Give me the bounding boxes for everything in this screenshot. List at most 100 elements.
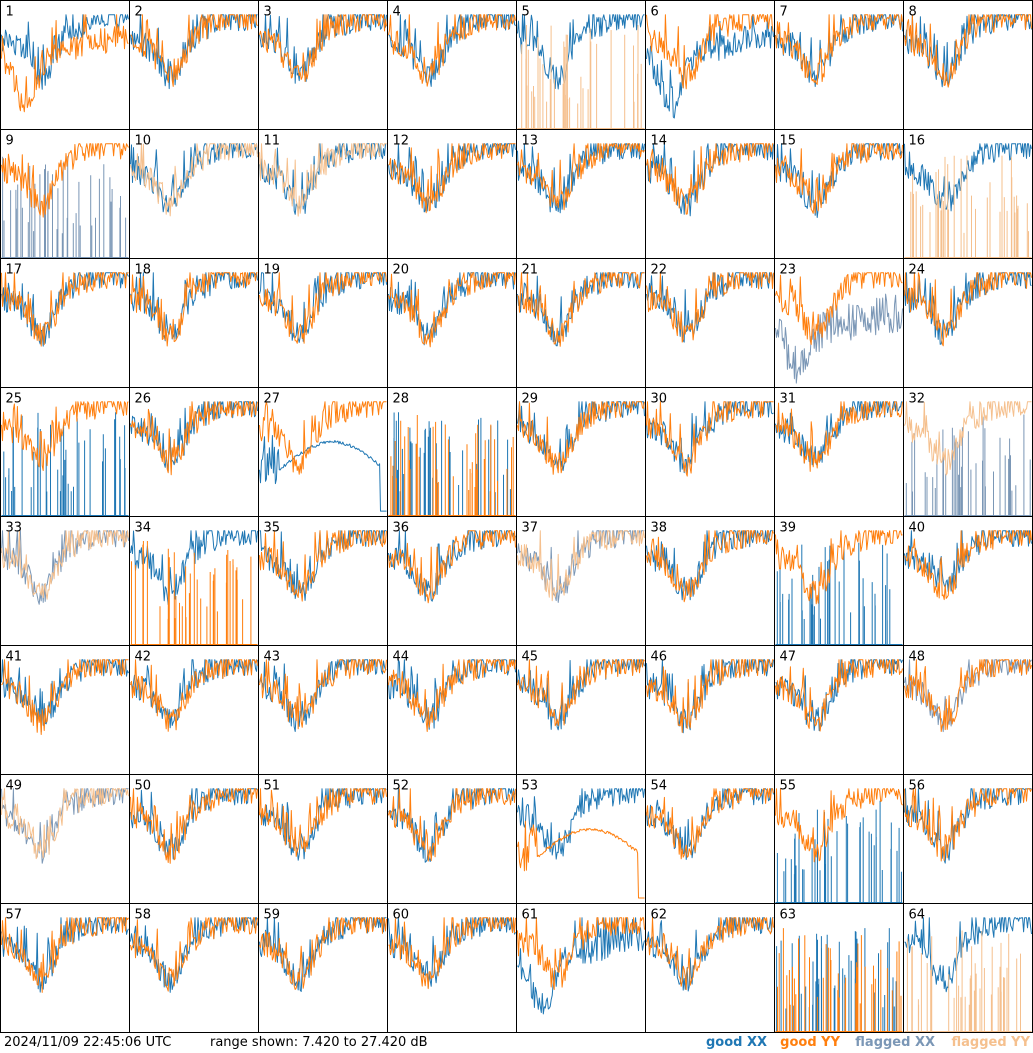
panel-label-12: 12 [393, 134, 410, 149]
trace-yy-44 [388, 659, 516, 732]
trace-yy-31 [775, 401, 903, 472]
panel-label-2: 2 [135, 5, 143, 20]
trace-yy-35 [259, 530, 387, 602]
panel-label-24: 24 [909, 263, 926, 278]
trace-yy-53 [517, 820, 645, 899]
panel-label-63: 63 [780, 908, 797, 923]
trace-yy-37 [517, 530, 645, 602]
panel-label-11: 11 [264, 134, 281, 149]
trace-xx-55 [775, 800, 903, 903]
trace-yy-18 [130, 272, 258, 347]
panel-label-37: 37 [522, 521, 539, 536]
trace-yy-1 [1, 14, 129, 113]
panel-frame-56 [903, 774, 1033, 904]
trace-yy-4 [388, 14, 516, 87]
trace-xx-25 [1, 412, 129, 516]
trace-yy-10 [130, 143, 258, 217]
trace-yy-25 [1, 401, 129, 471]
panel-label-31: 31 [780, 392, 797, 407]
trace-xx-27 [259, 435, 387, 512]
trace-xx-49 [1, 788, 129, 864]
panel-frame-18 [129, 258, 259, 388]
trace-xx-33 [1, 530, 129, 605]
trace-yy-22 [646, 272, 774, 343]
panel-label-10: 10 [135, 134, 152, 149]
trace-xx-39 [775, 542, 903, 645]
trace-xx-42 [130, 659, 258, 729]
panel-label-62: 62 [651, 908, 668, 923]
trace-yy-16 [904, 155, 1032, 258]
panel-label-38: 38 [651, 521, 668, 536]
trace-yy-41 [1, 659, 129, 735]
panel-frame-7 [774, 0, 904, 130]
trace-yy-61 [517, 917, 645, 990]
trace-xx-43 [259, 659, 387, 732]
panel-label-44: 44 [393, 650, 410, 665]
legend-good-xx: good XX [705, 1035, 767, 1050]
trace-yy-64 [904, 930, 1032, 1032]
trace-yy-5 [517, 25, 645, 129]
panel-frame-45 [516, 645, 646, 775]
trace-xx-59 [259, 917, 387, 992]
trace-yy-23 [775, 272, 903, 345]
panel-label-27: 27 [264, 392, 281, 407]
timestamp: 2024/11/09 22:45:06 UTC [4, 1035, 172, 1050]
trace-yy-17 [1, 272, 129, 347]
legend-flagged-xx: flagged XX [855, 1035, 935, 1050]
panel-label-51: 51 [264, 779, 281, 794]
panel-label-14: 14 [651, 134, 668, 149]
panel-label-1: 1 [6, 5, 14, 20]
trace-yy-60 [388, 917, 516, 990]
panel-label-52: 52 [393, 779, 410, 794]
panel-frame-52 [387, 774, 517, 904]
trace-yy-12 [388, 143, 516, 214]
trace-yy-6 [646, 14, 774, 90]
trace-yy-48 [904, 659, 1032, 732]
trace-yy-26 [130, 401, 258, 476]
panel-frame-40 [903, 516, 1033, 646]
panel-label-9: 9 [6, 134, 14, 149]
trace-yy-8 [904, 14, 1032, 88]
trace-yy-29 [517, 401, 645, 475]
trace-xx-5 [517, 14, 645, 90]
panel-label-41: 41 [6, 650, 23, 665]
trace-yy-39 [775, 530, 903, 605]
panel-label-54: 54 [651, 779, 668, 794]
trace-yy-38 [646, 530, 774, 603]
trace-yy-59 [259, 917, 387, 990]
trace-xx-31 [775, 401, 903, 466]
panel-label-30: 30 [651, 392, 668, 407]
panel-label-61: 61 [522, 908, 539, 923]
trace-yy-32 [904, 401, 1032, 476]
trace-yy-47 [775, 659, 903, 732]
trace-yy-52 [388, 788, 516, 862]
panel-label-21: 21 [522, 263, 539, 278]
panel-label-56: 56 [909, 779, 926, 794]
panel-label-50: 50 [135, 779, 152, 794]
panel-label-45: 45 [522, 650, 539, 665]
panel-label-42: 42 [135, 650, 152, 665]
panel-frame-38 [645, 516, 775, 646]
trace-yy-13 [517, 143, 645, 211]
panel-label-39: 39 [780, 521, 797, 536]
trace-yy-49 [1, 788, 129, 860]
legend-good-yy: good YY [780, 1035, 840, 1050]
panel-label-46: 46 [651, 650, 668, 665]
trace-xx-61 [517, 917, 645, 1015]
trace-yy-54 [646, 788, 774, 860]
panel-label-26: 26 [135, 392, 152, 407]
trace-xx-53 [517, 788, 645, 860]
trace-yy-58 [130, 917, 258, 992]
panel-label-16: 16 [909, 134, 926, 149]
trace-yy-57 [1, 917, 129, 993]
trace-yy-55 [775, 788, 903, 863]
panel-label-29: 29 [522, 392, 539, 407]
range-shown: range shown: 7.420 to 27.420 dB [210, 1035, 428, 1050]
panel-label-32: 32 [909, 392, 926, 407]
trace-yy-30 [646, 401, 774, 477]
panel-label-36: 36 [393, 521, 410, 536]
trace-yy-2 [130, 14, 258, 87]
panel-label-55: 55 [780, 779, 797, 794]
panel-label-53: 53 [522, 779, 539, 794]
